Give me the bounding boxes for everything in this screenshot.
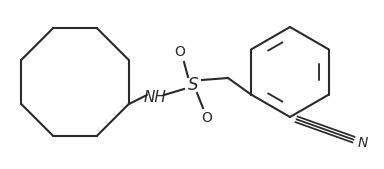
- Text: S: S: [188, 76, 198, 94]
- Text: N: N: [358, 136, 368, 150]
- Text: O: O: [202, 111, 212, 125]
- Text: NH: NH: [144, 91, 166, 105]
- Text: O: O: [175, 45, 185, 59]
